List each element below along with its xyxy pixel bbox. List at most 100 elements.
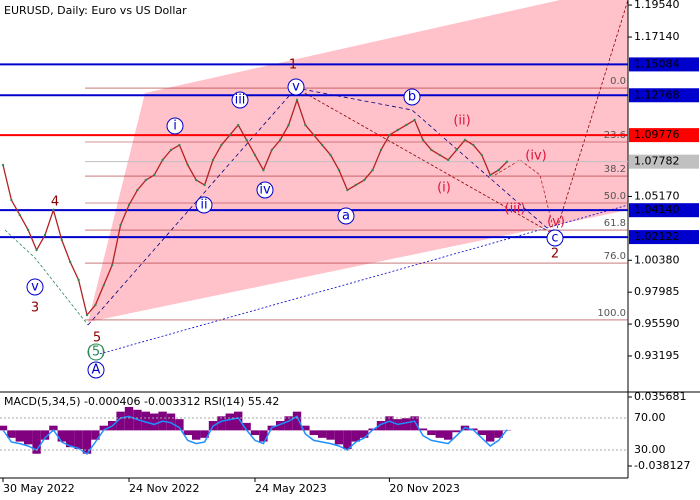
wave-circle — [87, 361, 105, 379]
macd-bar — [74, 430, 83, 450]
macd-bar — [175, 419, 184, 431]
price-box — [629, 128, 699, 143]
macd-bar — [486, 430, 495, 442]
dashed-line — [87, 87, 556, 326]
price-point — [144, 178, 147, 182]
price-point — [279, 138, 282, 142]
macd-bar — [452, 430, 461, 433]
wave-circle — [26, 278, 44, 296]
price-point — [161, 158, 164, 162]
price-point — [438, 153, 441, 157]
price-point — [396, 128, 399, 132]
price-box-label: 1.15084 — [634, 57, 680, 70]
price-point — [455, 148, 458, 152]
wave-label: i — [173, 119, 177, 134]
price-box — [629, 203, 699, 218]
price-point — [346, 188, 349, 192]
price-point — [60, 238, 63, 242]
price-point — [94, 303, 97, 307]
y-tick-label: 1.00380 — [634, 253, 680, 266]
wave-circle — [87, 343, 105, 361]
macd-bar — [301, 425, 310, 431]
x-tick-label: 30 May 2022 — [3, 482, 75, 495]
macd-bar — [66, 430, 75, 448]
fib-label: 100.0 — [597, 308, 626, 319]
price-box-label: 1.12768 — [634, 88, 680, 101]
price-point — [304, 123, 307, 127]
price-point — [136, 188, 139, 192]
price-point — [119, 223, 122, 227]
price-point — [228, 133, 231, 137]
macd-bar — [15, 430, 24, 442]
price-point — [35, 248, 38, 252]
wave-label: (iv) — [525, 149, 546, 164]
fib-label: 0.0 — [610, 76, 626, 87]
price-box-label: 1.04140 — [634, 203, 680, 216]
macd-bar — [494, 430, 503, 438]
price-point — [447, 158, 450, 162]
macd-bar — [32, 430, 41, 454]
rsi-tick-label: 70.00 — [634, 411, 666, 424]
y-tick-label: 1.19540 — [634, 0, 680, 11]
price-point — [178, 143, 181, 147]
wave-label: iii — [235, 93, 246, 108]
price-box-label: 1.02122 — [634, 230, 680, 243]
price-point — [220, 143, 223, 147]
price-point — [413, 118, 416, 122]
wave-circle — [195, 196, 213, 214]
wave-label: ii — [200, 198, 207, 213]
price-point — [329, 153, 332, 157]
price-point — [102, 283, 106, 287]
fib-label: 38.2 — [604, 164, 626, 175]
price-point — [27, 228, 30, 232]
wave-label: (iii) — [505, 202, 526, 217]
price-point — [480, 153, 483, 157]
price-point — [77, 278, 80, 282]
price-point — [337, 168, 341, 172]
macd-bar — [0, 425, 8, 431]
indicator-title: MACD(5,34,5) -0.000406 -0.003312 RSI(14)… — [4, 395, 279, 408]
macd-bar — [418, 428, 428, 431]
price-point — [430, 148, 433, 152]
price-box — [629, 154, 699, 169]
macd-tick-label: -0.038127 — [634, 459, 690, 472]
wave-label: 3 — [31, 301, 39, 316]
macd-bar — [259, 430, 268, 442]
wave-circle — [337, 207, 355, 225]
channel — [88, 0, 628, 322]
macd-bar — [276, 421, 285, 431]
macd-bar — [292, 411, 302, 431]
price-point — [186, 163, 189, 167]
macd-bar — [402, 418, 411, 431]
fib-label: 61.8 — [604, 218, 626, 229]
price-point — [127, 203, 131, 207]
wave-label: (v) — [547, 215, 565, 230]
wave-circle — [231, 91, 249, 109]
wave-label: 4 — [51, 195, 59, 210]
macd-bar — [150, 413, 159, 431]
wave-label: b — [408, 90, 416, 105]
price-point — [169, 148, 173, 152]
price-point — [505, 160, 509, 163]
macd-bar — [91, 430, 100, 440]
wave-circle — [546, 229, 564, 247]
price-point — [85, 313, 89, 317]
price-point — [354, 183, 357, 187]
rsi-line — [2, 415, 508, 456]
macd-bar — [234, 411, 243, 431]
macd-bar — [116, 411, 125, 431]
macd-bar — [24, 430, 33, 445]
price-point — [379, 148, 383, 152]
x-tick-label: 24 Nov 2022 — [129, 482, 199, 495]
price-point — [363, 178, 366, 182]
dashed-line — [494, 159, 556, 236]
price-point — [18, 213, 21, 217]
wave-label: v — [292, 80, 300, 95]
price-point — [245, 138, 248, 142]
wave-label: 5 — [93, 331, 101, 346]
wave-label: c — [551, 231, 558, 246]
price-point — [10, 198, 13, 202]
y-tick-label: 1.05170 — [634, 189, 680, 202]
price-point — [463, 138, 467, 142]
